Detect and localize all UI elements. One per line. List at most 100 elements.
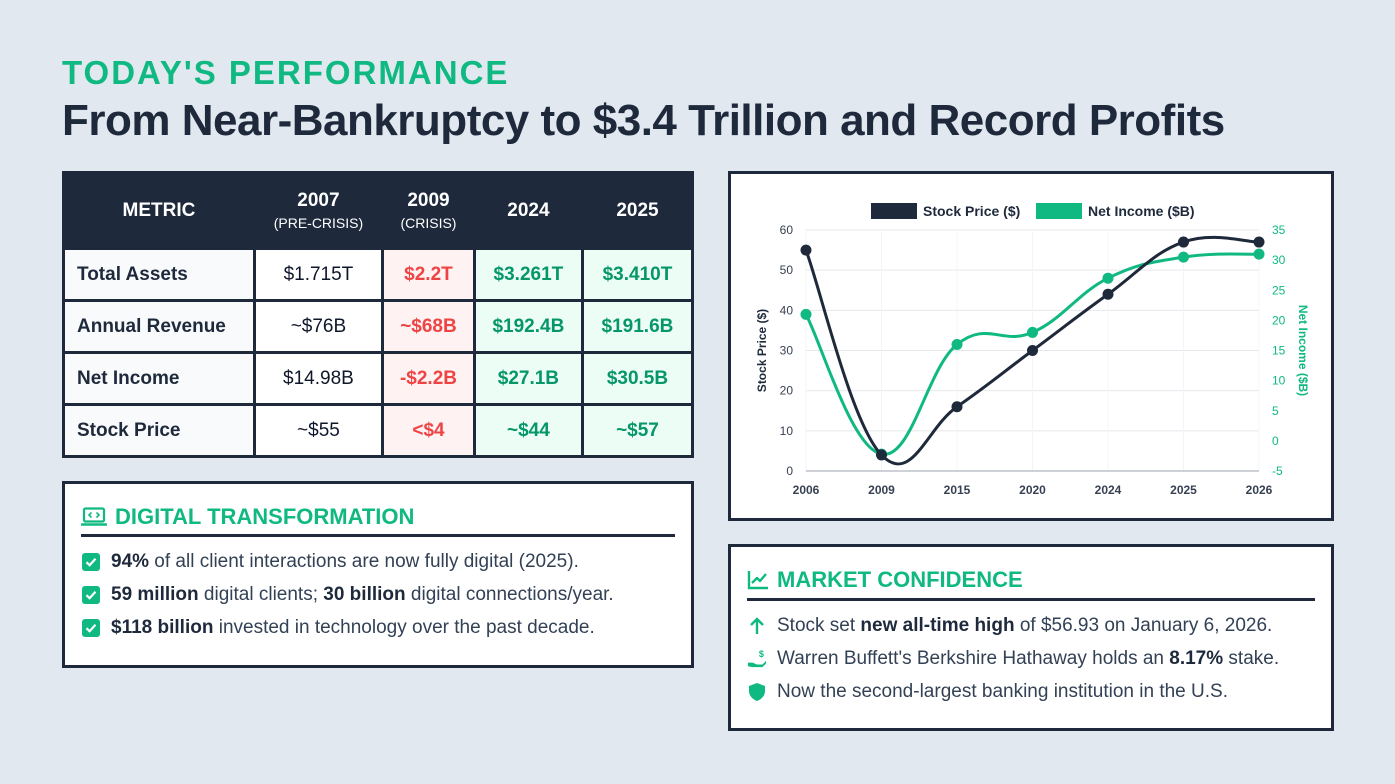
y-right-tick-label: 35: [1272, 223, 1286, 237]
table-cell: $3.410T: [583, 250, 691, 299]
chart-card: 0 10 20 30 40 50 60 -5 0 5 10 15 20 25 30 35 2006 2009 201…: [728, 171, 1334, 521]
market-confidence-card: MARKET CONFIDENCE Stock set new all-time…: [728, 544, 1334, 731]
y-tick-label: 10: [780, 424, 794, 438]
data-point: [800, 244, 812, 256]
check-square-icon: [82, 553, 100, 571]
x-tick-label: 2009: [868, 483, 895, 497]
y-right-tick-label: -5: [1272, 464, 1283, 478]
column-header: METRIC: [122, 199, 196, 221]
list-item: 94% of all client interactions are now f…: [81, 551, 579, 573]
series-line-net-income: [804, 252, 1260, 456]
column-header: 2009 (CRISIS): [400, 190, 457, 231]
x-tick-label: 2015: [944, 483, 971, 497]
y-right-tick-label: 15: [1272, 344, 1286, 358]
metric-label: Stock Price: [65, 406, 253, 455]
page-title: From Near-Bankruptcy to $3.4 Trillion an…: [62, 96, 1225, 145]
list-item: $118 billion invested in technology over…: [81, 617, 595, 639]
table-cell: ~$76B: [255, 302, 382, 351]
check-square-icon: [82, 586, 100, 604]
table-header-row: METRIC 2007 (PRE-CRISIS) 2009 (CRISIS) 202…: [65, 174, 691, 247]
y-axis-label: Stock Price ($): [755, 309, 769, 392]
x-tick-label: 2026: [1246, 483, 1273, 497]
digital-transformation-card: DIGITAL TRANSFORMATION 94% of all client…: [62, 481, 694, 668]
list-item: 59 million digital clients; 30 billion d…: [81, 584, 614, 606]
y-right-tick-label: 0: [1272, 434, 1279, 448]
column-header: 2025: [616, 199, 659, 221]
card-divider: [81, 534, 675, 537]
data-point: [1253, 248, 1265, 260]
line-chart-icon: [747, 571, 768, 590]
data-point: [1027, 326, 1038, 338]
list-item: Stock set new all-time high of $56.93 on…: [747, 615, 1272, 637]
data-point: [951, 401, 963, 413]
series-line-stock-price: [804, 235, 1260, 466]
table-cell: $192.4B: [475, 302, 581, 351]
table-row: Annual Revenue ~$76B ~$68B $192.4B $191.…: [65, 302, 691, 351]
hand-dollar-icon: $: [747, 649, 767, 668]
table-cell: $3.261T: [475, 250, 581, 299]
table-cell: $30.5B: [583, 354, 691, 403]
table-cell: $27.1B: [475, 354, 581, 403]
metric-label: Annual Revenue: [65, 302, 253, 351]
list-item: $ Warren Buffett's Berkshire Hathaway ho…: [747, 648, 1279, 670]
legend-label: Net Income ($B): [1088, 203, 1195, 219]
y-tick-label: 60: [780, 223, 794, 237]
table-cell: $2.2T: [384, 250, 473, 299]
table-cell: $14.98B: [255, 354, 382, 403]
table-cell: ~$57: [583, 406, 691, 455]
y-tick-label: 0: [786, 464, 793, 478]
metric-label: Net Income: [65, 354, 253, 403]
data-point: [1178, 251, 1189, 263]
data-point: [1027, 345, 1038, 356]
y-right-tick-label: 10: [1272, 374, 1286, 388]
y-tick-label: 20: [780, 384, 794, 398]
y-right-tick-label: 20: [1272, 313, 1286, 327]
x-tick-label: 2024: [1095, 483, 1122, 497]
table-cell: $191.6B: [583, 302, 691, 351]
y-tick-label: 40: [780, 303, 794, 317]
data-point: [876, 449, 887, 461]
data-point: [800, 308, 812, 320]
table-cell: $1.715T: [255, 250, 382, 299]
table-cell: ~$44: [475, 406, 581, 455]
data-point: [1178, 236, 1189, 248]
check-square-icon: [82, 619, 100, 637]
data-point: [1102, 288, 1114, 300]
shield-icon: [749, 683, 765, 701]
card-divider: [747, 598, 1315, 601]
column-header: 2024: [507, 199, 550, 221]
metrics-table: METRIC 2007 (PRE-CRISIS) 2009 (CRISIS) 202…: [62, 171, 694, 458]
x-tick-label: 2020: [1019, 483, 1046, 497]
legend-label: Stock Price ($): [923, 203, 1020, 219]
column-header: 2007 (PRE-CRISIS): [273, 190, 364, 231]
y-tick-label: 30: [780, 344, 794, 358]
arrow-up-icon: [750, 617, 764, 634]
y-right-tick-label: 5: [1272, 404, 1279, 418]
card-title: DIGITAL TRANSFORMATION: [81, 504, 414, 530]
table-row: Net Income $14.98B -$2.2B $27.1B $30.5B: [65, 354, 691, 403]
metric-label: Total Assets: [65, 250, 253, 299]
svg-text:$: $: [759, 649, 764, 659]
table-cell: <$4: [384, 406, 473, 455]
table-cell: ~$55: [255, 406, 382, 455]
table-row: Stock Price ~$55 <$4 ~$44 ~$57: [65, 406, 691, 455]
table-cell: -$2.2B: [384, 354, 473, 403]
eyebrow-title: TODAY'S PERFORMANCE: [62, 54, 510, 91]
data-point: [1102, 272, 1114, 284]
y-tick-label: 50: [780, 263, 794, 277]
legend-swatch: [871, 203, 917, 219]
x-tick-label: 2006: [793, 483, 820, 497]
y-right-tick-label: 30: [1272, 253, 1286, 267]
data-point: [951, 338, 963, 350]
y-right-tick-label: 25: [1272, 283, 1286, 297]
card-title: MARKET CONFIDENCE: [747, 567, 1023, 593]
data-point: [1253, 236, 1265, 248]
list-item: Now the second-largest banking instituti…: [747, 681, 1228, 703]
y-right-axis-label: Net Income ($B): [1296, 305, 1310, 396]
x-tick-label: 2025: [1170, 483, 1197, 497]
table-cell: ~$68B: [384, 302, 473, 351]
legend-swatch: [1036, 203, 1082, 219]
table-row: Total Assets $1.715T $2.2T $3.261T $3.41…: [65, 250, 691, 299]
laptop-code-icon: [81, 507, 107, 526]
